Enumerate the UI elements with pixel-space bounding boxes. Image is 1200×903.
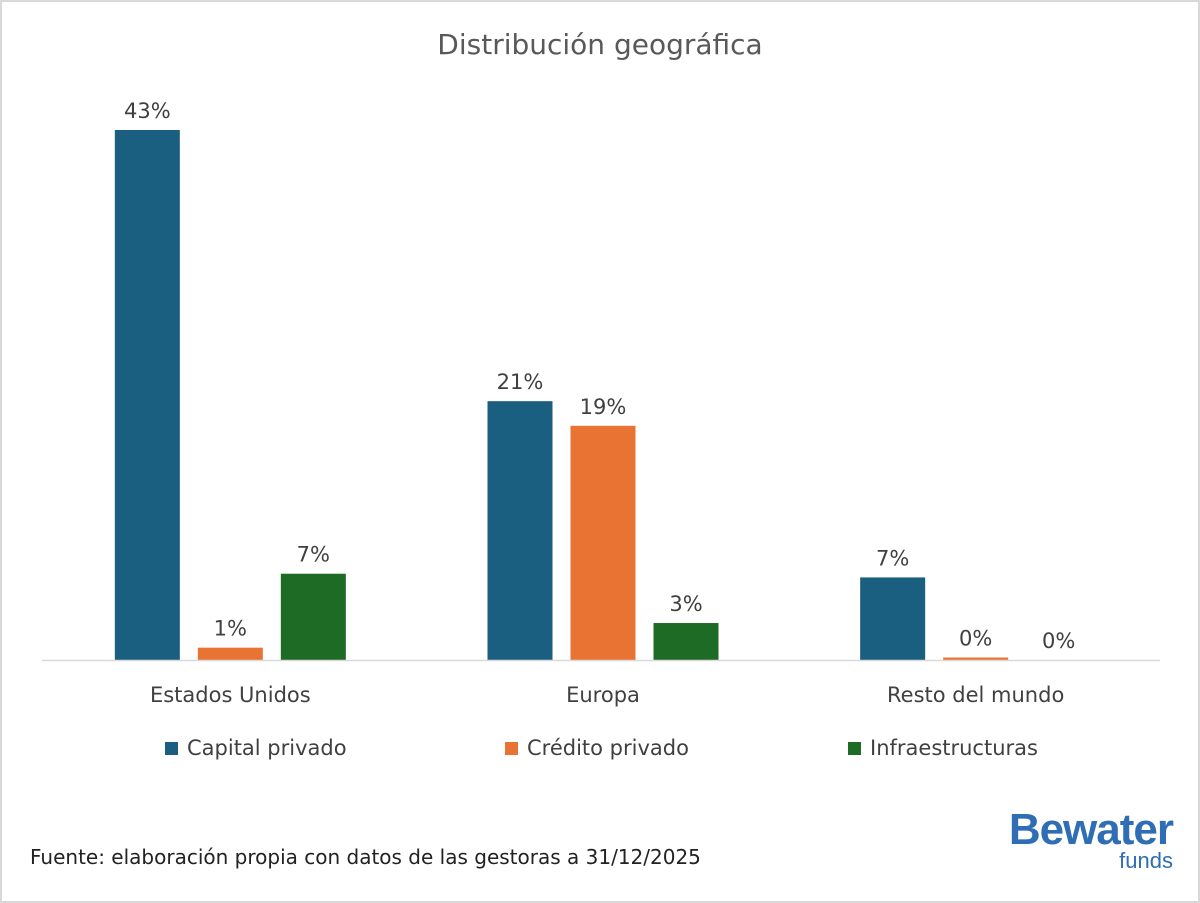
data-label: 43% [124, 99, 171, 123]
data-label: 21% [497, 370, 544, 394]
data-label: 7% [876, 546, 909, 570]
data-label: 7% [297, 543, 330, 567]
legend-item-infraestructuras: Infraestructuras [848, 736, 1038, 760]
bar [653, 623, 719, 660]
legend-swatch [505, 741, 518, 755]
data-label: 3% [669, 592, 702, 616]
data-label: 19% [580, 395, 627, 419]
legend-swatch [848, 741, 861, 755]
logo-main: Bewater [1008, 805, 1174, 854]
data-label: 0% [1042, 629, 1075, 653]
legend-swatch [165, 741, 178, 755]
legend: Capital privado Crédito privado Infraest… [0, 736, 1200, 766]
bar [860, 577, 926, 660]
legend-label: Infraestructuras [870, 736, 1038, 760]
category-label: Resto del mundo [887, 683, 1064, 707]
legend-item-capital-privado: Capital privado [165, 736, 347, 760]
logo-sub: funds [1119, 848, 1173, 873]
legend-item-credito-privado: Crédito privado [505, 736, 689, 760]
bar [487, 401, 553, 660]
bar [280, 573, 346, 660]
legend-label: Capital privado [187, 736, 347, 760]
data-label: 1% [214, 617, 247, 641]
category-label: Estados Unidos [150, 683, 311, 707]
source-note: Fuente: elaboración propia con datos de … [30, 845, 701, 869]
legend-label: Crédito privado [527, 736, 689, 760]
chart-title: Distribución geográfica [437, 28, 763, 61]
category-label: Europa [566, 683, 640, 707]
bar [197, 647, 263, 660]
bar [570, 425, 636, 660]
bar [114, 130, 180, 660]
bewater-logo: Bewater funds [1008, 805, 1174, 873]
data-label: 0% [959, 627, 992, 651]
bar [943, 657, 1009, 660]
